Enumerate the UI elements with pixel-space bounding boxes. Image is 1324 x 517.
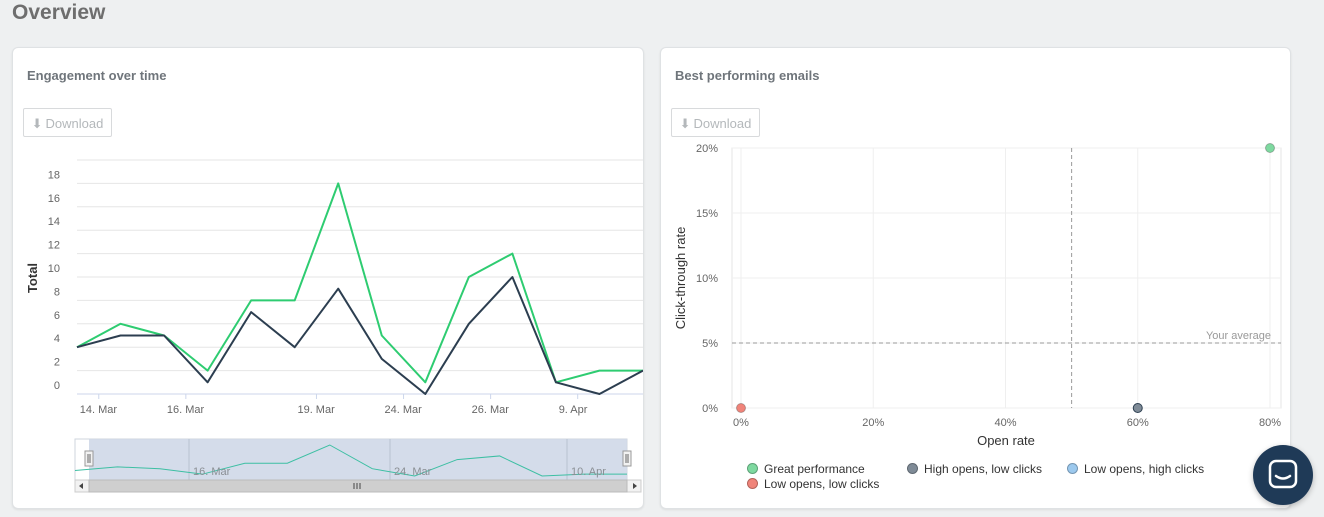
y-tick-label: 4	[54, 333, 60, 345]
navigator-label: 24. Mar	[394, 466, 432, 478]
y-tick-label: 14	[48, 216, 60, 228]
legend-label: Great performance	[764, 462, 865, 476]
legend-item-high-low[interactable]: High opens, low clicks	[907, 462, 1042, 476]
y-tick-label: 2	[54, 357, 60, 369]
legend-item-low-low[interactable]: Low opens, low clicks	[747, 477, 879, 491]
navigator-right-handle[interactable]	[622, 450, 632, 467]
download-label: Download	[693, 116, 752, 131]
y-tick-label: 15%	[696, 208, 718, 220]
legend-marker	[747, 478, 758, 489]
scatter-point-low-low[interactable]	[736, 403, 746, 413]
y-tick-label: 20%	[696, 143, 718, 155]
x-tick-label: 60%	[1127, 417, 1149, 429]
x-tick-label: 16. Mar	[167, 404, 205, 416]
page-title: Overview	[12, 1, 106, 24]
navigator-selected-range[interactable]	[89, 439, 627, 480]
download-label: Download	[45, 116, 104, 131]
engagement-download-button[interactable]: ⬇ Download	[23, 108, 112, 137]
y-tick-label: 8	[54, 286, 60, 298]
legend-marker	[907, 463, 918, 474]
legend-item-low-high[interactable]: Low opens, high clicks	[1067, 462, 1204, 476]
best-emails-download-button[interactable]: ⬇ Download	[671, 108, 760, 137]
y-tick-label: 5%	[702, 338, 718, 350]
scroll-right-arrow-icon[interactable]	[633, 483, 637, 489]
x-tick-label: 0%	[733, 417, 749, 429]
x-tick-label: 80%	[1259, 417, 1281, 429]
navigator-label: 16. Mar	[193, 466, 231, 478]
legend-item-great[interactable]: Great performance	[747, 462, 865, 476]
x-tick-label: 9. Apr	[559, 404, 588, 416]
navigator-scrollbar[interactable]	[74, 479, 642, 493]
x-axis-title: Open rate	[977, 433, 1035, 448]
y-tick-label: 18	[48, 169, 60, 181]
engagement-line-chart: 0 2 4 6 8 10 12 14 16 18 14. Mar 16. Mar 19. Mar 24.…	[25, 159, 643, 493]
y-tick-label: 10	[48, 263, 60, 275]
engagement-card-title: Engagement over time	[27, 68, 167, 83]
x-tick-label: 24. Mar	[385, 404, 423, 416]
legend-label: Low opens, high clicks	[1084, 462, 1205, 476]
average-label: Your average	[1206, 330, 1271, 342]
y-tick-label: 10%	[696, 273, 718, 285]
y-tick-label: 16	[48, 193, 60, 205]
scatter-point-high-low[interactable]	[1132, 403, 1143, 413]
y-tick-label: 12	[48, 240, 60, 252]
download-arrow-icon: ⬇	[31, 116, 43, 131]
navigator-left-handle[interactable]	[84, 450, 94, 467]
x-tick-label: 20%	[862, 417, 884, 429]
x-tick-label: 26. Mar	[472, 404, 510, 416]
best-emails-scatter-chart: Your average 0% 20% 40% 60% 80% 0% 5% 10% 15% 20…	[673, 143, 1282, 448]
best-emails-card-title: Best performing emails	[675, 68, 820, 83]
x-tick-label: 14. Mar	[80, 404, 118, 416]
y-axis-title: Click-through rate	[673, 227, 688, 330]
x-tick-label: 19. Mar	[297, 404, 335, 416]
scrollbar-thumb[interactable]	[88, 479, 628, 493]
x-tick-label: 40%	[994, 417, 1016, 429]
y-axis-title: Total	[25, 263, 40, 293]
download-arrow-icon: ⬇	[679, 116, 691, 131]
range-navigator[interactable]: 16. Mar 24. Mar 10. Apr	[74, 438, 632, 481]
engagement-card: Engagement over time ⬇ Download 0 2 4 6 8 10 12…	[12, 47, 644, 509]
scroll-left-arrow-icon[interactable]	[79, 483, 83, 489]
y-tick-label: 0	[54, 380, 60, 392]
legend-label: High opens, low clicks	[924, 462, 1043, 476]
legend-marker	[1067, 463, 1078, 474]
chat-icon	[1268, 459, 1298, 489]
scatter-point-great[interactable]	[1265, 143, 1275, 153]
series-line-2[interactable]	[76, 276, 643, 395]
best-emails-card: Best performing emails ⬇ Download Your av…	[660, 47, 1291, 509]
chat-launcher-button[interactable]	[1253, 445, 1313, 505]
series-line-1[interactable]	[76, 182, 643, 384]
legend-marker	[747, 463, 758, 474]
y-tick-label: 0%	[702, 403, 718, 415]
navigator-label: 10. Apr	[571, 466, 606, 478]
y-tick-label: 6	[54, 310, 60, 322]
legend-label: Low opens, low clicks	[764, 477, 880, 491]
